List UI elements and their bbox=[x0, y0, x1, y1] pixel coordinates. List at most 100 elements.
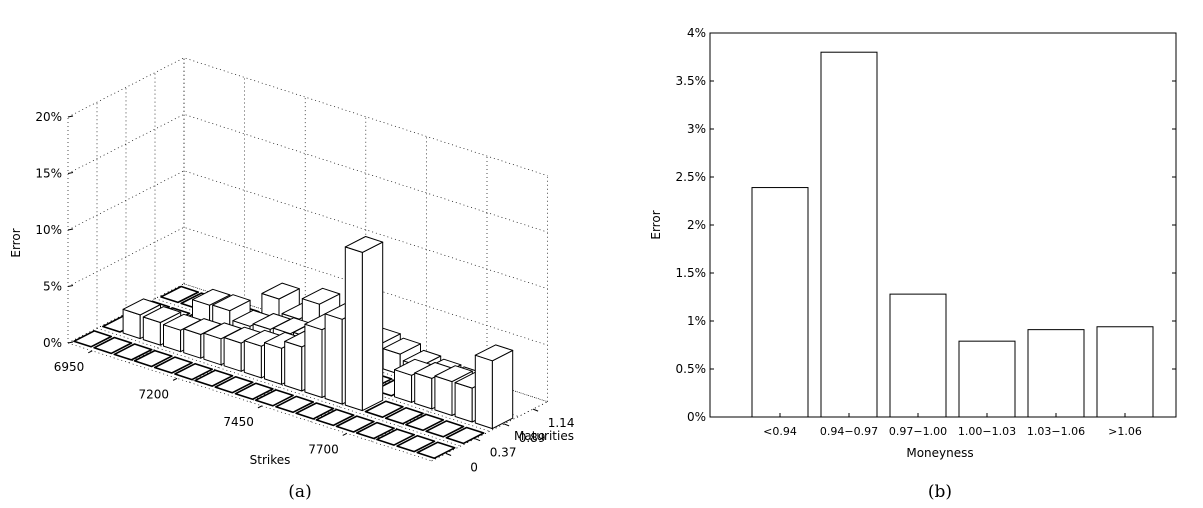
panel-b-y-tick-label: 0% bbox=[687, 410, 706, 424]
panel-a-maturity-tick bbox=[474, 438, 481, 442]
panel-a-bar-top bbox=[214, 375, 254, 394]
panel-a-bar-top bbox=[416, 441, 456, 460]
panel-a-grid-line bbox=[67, 113, 548, 233]
panel-a-z-axis-label: Error bbox=[9, 228, 23, 257]
panel-a-bar-side bbox=[491, 349, 514, 430]
panel-a-bar-top bbox=[275, 395, 315, 414]
panel-a-maturity-tick-label: 0.37 bbox=[490, 446, 517, 460]
panel-a-maturity-tick-label: 0.89 bbox=[519, 431, 546, 445]
panel-a-bar-top bbox=[153, 356, 193, 374]
panel-a-bar bbox=[73, 330, 113, 348]
panel-a-bar-top bbox=[122, 298, 161, 316]
panel-a-bar-side bbox=[361, 241, 384, 412]
panel-b-bar bbox=[751, 187, 809, 418]
panel-a-bar-top bbox=[133, 349, 173, 368]
panel-a-bar-top bbox=[315, 408, 355, 427]
panel-a-z-tick bbox=[67, 228, 74, 231]
panel-b-axes-box bbox=[709, 32, 1177, 418]
panel-a-bar bbox=[194, 369, 234, 387]
panel-a-bar bbox=[315, 408, 355, 427]
panel-b-x-tick-label: <0.94 bbox=[763, 425, 797, 438]
panel-a-bar bbox=[344, 236, 384, 412]
panel-b-bar bbox=[1027, 329, 1085, 418]
panel-b-bar bbox=[1096, 326, 1154, 418]
panel-a-bar-top bbox=[301, 287, 341, 305]
panel-a-bar bbox=[153, 356, 193, 374]
panel-a-bar-top bbox=[160, 285, 200, 304]
panel-a-3d-bar-chart: 0% 5% 10% 15% 20% 6950 7200 7450 7700 0 0.370.89… bbox=[9, 57, 575, 502]
panel-b-x-tick-label: 0.97−1.00 bbox=[889, 425, 947, 438]
panel-a-bar-front bbox=[324, 313, 343, 405]
panel-a-bar bbox=[254, 389, 294, 407]
panel-a-bar-front bbox=[474, 354, 493, 430]
panel-a-maturity-tick-label: 0 bbox=[470, 461, 478, 475]
panel-b-bar bbox=[958, 340, 1016, 418]
panel-a-maturity-tick bbox=[532, 408, 539, 412]
panel-a-bar-top bbox=[425, 420, 465, 438]
panel-b-y-tick-label: 3% bbox=[687, 122, 706, 136]
panel-a-strike-tick bbox=[172, 377, 178, 381]
panel-a-bar-front bbox=[304, 323, 323, 398]
panel-a-bar-front bbox=[264, 342, 283, 385]
panel-b-bar bbox=[820, 51, 878, 418]
panel-a-z-tick-label: 15% bbox=[35, 167, 62, 181]
panel-a-grid-line bbox=[67, 57, 548, 177]
panel-b-x-tick-label: 1.03−1.06 bbox=[1027, 425, 1085, 438]
panel-a-bar bbox=[416, 441, 456, 460]
panel-b-bar bbox=[889, 293, 947, 418]
panel-b-y-tick-label: 2% bbox=[687, 218, 706, 232]
panel-a-bar bbox=[234, 382, 274, 401]
panel-a-bar bbox=[174, 362, 214, 381]
panel-a-bar-front bbox=[284, 340, 303, 392]
panel-a-bar-front bbox=[243, 340, 262, 379]
panel-a-maturity-tick-label: 1.14 bbox=[548, 416, 575, 430]
panel-a-bar-top bbox=[355, 421, 395, 440]
panel-a-bar-top bbox=[364, 400, 404, 419]
panel-a-bar bbox=[275, 395, 315, 414]
panel-a-bar bbox=[474, 344, 514, 430]
panel-a-bar bbox=[93, 336, 133, 355]
panel-a-bar-top bbox=[73, 330, 113, 348]
panel-a-bar-top bbox=[113, 343, 153, 361]
panel-a-bar bbox=[113, 343, 153, 361]
panel-a-caption: (a) bbox=[288, 482, 311, 502]
panel-a-bar bbox=[160, 285, 200, 304]
panel-a-bar-top bbox=[212, 294, 251, 312]
panel-a-strike-tick-label: 7200 bbox=[139, 387, 170, 401]
panel-a-bar-top bbox=[142, 306, 182, 323]
panel-a-bar-top bbox=[174, 362, 214, 381]
panel-a-strike-tick-label: 7450 bbox=[223, 415, 254, 429]
panel-a-strike-tick bbox=[342, 432, 347, 436]
panel-a-bar-front bbox=[454, 382, 473, 423]
panel-b-x-tick-labels: <0.94 0.94−0.97 0.97−1.00 1.00−1.03 1.03−1.0… bbox=[763, 413, 1142, 438]
panel-a-maturity-tick-labels: 0 0.370.891.14 bbox=[445, 408, 575, 475]
panel-a-strike-tick bbox=[88, 350, 93, 354]
panel-a-strike-tick-label: 6950 bbox=[54, 360, 85, 374]
panel-a-bar-top bbox=[445, 426, 485, 445]
panel-a-z-tick-label: 20% bbox=[35, 110, 62, 124]
panel-a-maturity-tick bbox=[445, 453, 452, 456]
panel-a-bar bbox=[214, 375, 254, 394]
panel-a-bar-top bbox=[234, 382, 274, 401]
panel-a-bar bbox=[405, 413, 445, 432]
panel-a-bar bbox=[133, 349, 173, 368]
panel-a-bar bbox=[364, 400, 404, 419]
panel-a-bar-front bbox=[414, 372, 433, 410]
panel-a-z-tick-label: 5% bbox=[43, 280, 62, 294]
panel-a-grid bbox=[67, 57, 548, 462]
panel-b-caption: (b) bbox=[928, 482, 952, 502]
panel-b-y-tick-label: 1% bbox=[687, 314, 706, 328]
panel-a-bar bbox=[335, 415, 375, 433]
panel-a-bar-top bbox=[335, 415, 375, 433]
panel-a-bar bbox=[355, 421, 395, 440]
panel-a-bar-top bbox=[474, 344, 514, 362]
panel-a-z-tick bbox=[67, 341, 74, 344]
panel-a-grid-line bbox=[67, 283, 185, 344]
panel-a-x-axis-label: Strikes bbox=[250, 453, 291, 467]
panel-a-grid-line bbox=[431, 401, 548, 462]
panel-a-bars bbox=[73, 236, 514, 460]
panel-b-y-axis-label: Error bbox=[649, 210, 663, 239]
panel-a-maturity-tick bbox=[503, 423, 510, 427]
panel-b-y-tick-label: 3.5% bbox=[676, 74, 707, 88]
